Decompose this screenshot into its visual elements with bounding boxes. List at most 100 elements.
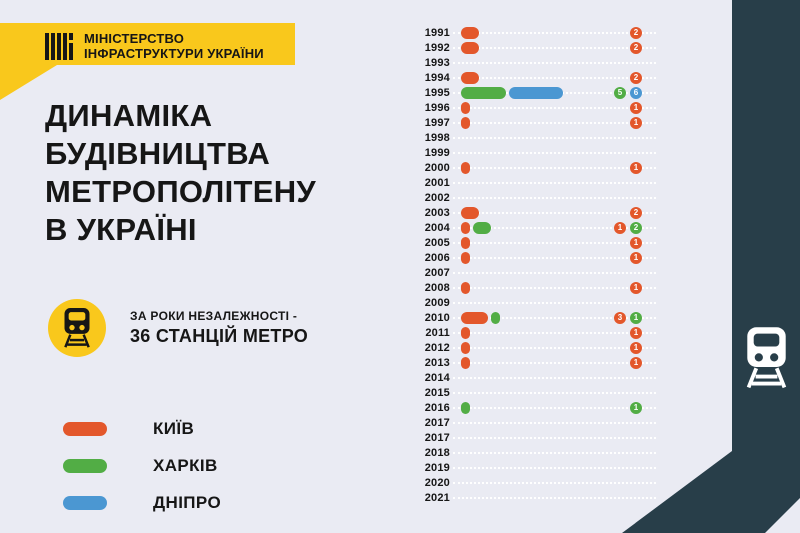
dotted-leader [453, 422, 656, 424]
legend-label-kharkiv: ХАРКІВ [153, 455, 218, 475]
chart-row: 1991 2 [410, 26, 662, 41]
chart-row: 2007 [410, 266, 662, 281]
chart-row: 2012 1 [410, 341, 662, 356]
dotted-leader [453, 407, 656, 409]
badges: 1 [630, 357, 642, 369]
bar-dnipro [509, 87, 563, 99]
value-badge-kyiv: 2 [630, 42, 642, 54]
dotted-leader [453, 77, 656, 79]
value-badge-kyiv: 1 [630, 282, 642, 294]
bars [461, 282, 470, 294]
bars [461, 42, 479, 54]
badges: 1 [630, 342, 642, 354]
year-label: 2011 [425, 327, 450, 339]
year-label: 1992 [424, 42, 450, 54]
row-track: 1 [453, 326, 662, 341]
row-track: 1 [453, 356, 662, 371]
legend-swatch-kyiv [63, 421, 107, 436]
bar-kyiv [461, 162, 470, 174]
bar-kyiv [461, 102, 470, 114]
value-badge-kharkiv: 1 [630, 402, 642, 414]
legend-item-kharkiv: ХАРКІВ [63, 447, 221, 484]
value-badge-kharkiv: 2 [630, 222, 642, 234]
ministry-name-line1: МІНІСТЕРСТВО [84, 31, 185, 46]
bars [461, 102, 470, 114]
bar-kyiv [461, 282, 470, 294]
row-track: 1 [453, 281, 662, 296]
row-track [453, 431, 662, 446]
year-label: 2016 [424, 402, 450, 414]
bar-kyiv [461, 207, 479, 219]
row-track [453, 266, 662, 281]
stat-train-icon [48, 299, 106, 357]
bars [461, 72, 479, 84]
year-label: 2003 [424, 207, 450, 219]
bar-kyiv [461, 42, 479, 54]
badges: 1 [630, 327, 642, 339]
ministry-banner-inner: МІНІСТЕРСТВО ІНФРАСТРУКТУРИ УКРАЇНИ [0, 23, 295, 61]
value-badge-kharkiv: 5 [614, 87, 626, 99]
value-badge-kharkiv: 1 [630, 312, 642, 324]
chart-row: 1995 5 6 [410, 86, 662, 101]
bars [461, 312, 500, 324]
legend-item-kyiv: КИЇВ [63, 410, 221, 447]
ministry-logo-icon [45, 32, 73, 60]
year-label: 2006 [424, 252, 450, 264]
dotted-leader [453, 452, 656, 454]
chart-row: 1998 [410, 131, 662, 146]
row-track [453, 56, 662, 71]
badges: 2 [630, 72, 642, 84]
year-label: 1996 [424, 102, 450, 114]
chart-row: 2020 [410, 476, 662, 491]
badges: 1 [630, 162, 642, 174]
chart-row: 2000 1 [410, 161, 662, 176]
legend-label-kyiv: КИЇВ [153, 418, 195, 438]
badges: 1 [630, 237, 642, 249]
chart-row: 1994 2 [410, 71, 662, 86]
dotted-leader [453, 272, 656, 274]
year-label: 2019 [424, 462, 450, 474]
year-label: 1998 [424, 132, 450, 144]
row-track [453, 386, 662, 401]
dotted-leader [453, 302, 656, 304]
chart-rows: 1991 2 1992 2 1993 1994 2 1995 5 6 1996 1 1997 1 1998 1… [410, 26, 662, 506]
badges: 1 [630, 252, 642, 264]
chart: 1991 2 1992 2 1993 1994 2 1995 5 6 1996 1 1997 1 1998 1… [410, 26, 662, 506]
bar-kharkiv [473, 222, 491, 234]
bar-kyiv [461, 327, 470, 339]
value-badge-kyiv: 1 [630, 102, 642, 114]
page-title: ДИНАМІКА БУДІВНИЦТВА МЕТРОПОЛІТЕНУ В УКР… [45, 97, 316, 249]
row-track [453, 491, 662, 506]
bars [461, 27, 479, 39]
year-label: 2018 [424, 447, 450, 459]
badges: 1 [630, 282, 642, 294]
chart-row: 2002 [410, 191, 662, 206]
stat-text: ЗА РОКИ НЕЗАЛЕЖНОСТІ - 36 СТАНЦІЙ МЕТРО [130, 309, 308, 347]
row-track: 1 [453, 236, 662, 251]
bars [461, 87, 563, 99]
row-track: 1 [453, 341, 662, 356]
row-track [453, 371, 662, 386]
legend-swatch-kharkiv [63, 458, 107, 473]
row-track [453, 476, 662, 491]
value-badge-kyiv: 1 [614, 222, 626, 234]
bar-kyiv [461, 117, 470, 129]
dotted-leader [453, 32, 656, 34]
chart-row: 2001 [410, 176, 662, 191]
dotted-leader [453, 182, 656, 184]
year-label: 1993 [424, 57, 450, 69]
legend-swatch-dnipro [63, 495, 107, 510]
year-label: 1997 [424, 117, 450, 129]
dotted-leader [453, 497, 656, 499]
year-label: 2009 [424, 297, 450, 309]
row-track: 2 [453, 26, 662, 41]
dotted-leader [453, 242, 656, 244]
dotted-leader [453, 287, 656, 289]
value-badge-kyiv: 1 [630, 162, 642, 174]
year-label: 1994 [424, 72, 450, 84]
bar-kharkiv [461, 402, 470, 414]
